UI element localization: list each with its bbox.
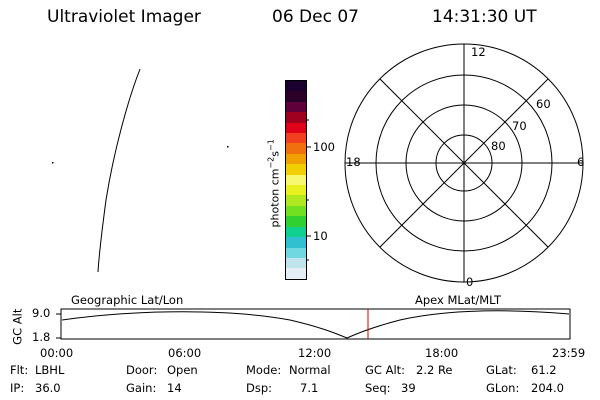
- mode-value: Normal: [289, 363, 331, 377]
- gc-alt-label: GC Alt:: [365, 363, 406, 377]
- time-tick-1200: 12:00: [298, 346, 332, 360]
- seq-label: Seq:: [365, 381, 391, 395]
- star-dot: [227, 146, 229, 148]
- star-dot: [52, 162, 54, 164]
- filter-label: Flt:: [10, 363, 29, 377]
- time-tick-0600: 06:00: [168, 346, 202, 360]
- mlt-label-12: 12: [471, 45, 486, 59]
- colorbar-band: [286, 257, 306, 269]
- colorbar-band: [286, 164, 306, 175]
- dsp-value: 7.1: [300, 381, 319, 395]
- mlt-label-0: 0: [466, 275, 474, 289]
- colorbar-band: [286, 226, 306, 238]
- gain-label: Gain:: [126, 381, 157, 395]
- colorbar-tick-10: 10: [313, 229, 328, 243]
- mlt-label-6: 6: [577, 155, 585, 169]
- filter-value: LBHL: [35, 363, 65, 377]
- observation-date: 06 Dec 07: [272, 7, 359, 27]
- lat-label-60: 60: [536, 97, 551, 111]
- mode-label: Mode:: [246, 363, 282, 377]
- door-label: Door:: [126, 363, 158, 377]
- colorbar-band: [286, 133, 306, 144]
- colorbar-tick-100: 100: [313, 140, 335, 154]
- limb-trace-line: [97, 68, 141, 273]
- observation-time: 14:31:30 UT: [432, 7, 537, 27]
- lat-label-80: 80: [491, 139, 506, 153]
- time-tick-1800: 18:00: [425, 346, 459, 360]
- colorbar-band: [286, 112, 306, 123]
- orbit-altitude-curve: [61, 310, 570, 339]
- gc-alt-value: 2.2 Re: [416, 363, 453, 377]
- colorbar-band: [286, 205, 306, 217]
- mlt-label-18: 18: [346, 155, 361, 169]
- lat-label-70: 70: [512, 119, 527, 133]
- time-tick-0000: 00:00: [40, 346, 74, 360]
- colorbar-band: [286, 174, 306, 186]
- door-value: Open: [167, 363, 198, 377]
- glat-value: 61.2: [531, 363, 557, 377]
- dsp-label: Dsp:: [246, 381, 273, 395]
- colorbar-band: [286, 122, 306, 134]
- gain-value: 14: [167, 381, 182, 395]
- colorbar-band: [286, 153, 306, 165]
- glat-label: GLat:: [486, 363, 517, 377]
- diagonal-axis-2: [379, 78, 549, 248]
- colorbar-band: [286, 91, 306, 102]
- colorbar-band: [286, 237, 306, 248]
- timeline-left-label: Geographic Lat/Lon: [71, 293, 184, 307]
- colorbar-band: [286, 216, 306, 227]
- colorbar-band: [286, 247, 306, 258]
- timeline-y-top: 9.0: [32, 306, 51, 320]
- intensity-colorbar: [285, 80, 307, 280]
- time-tick-2359: 23:59: [552, 346, 586, 360]
- colorbar-band: [286, 185, 306, 196]
- seq-value: 39: [401, 381, 416, 395]
- colorbar-band: [286, 268, 306, 279]
- instrument-title: Ultraviolet Imager: [47, 7, 201, 27]
- glon-value: 204.0: [531, 381, 564, 395]
- colorbar-band: [286, 195, 306, 206]
- timeline-right-label: Apex MLat/MLT: [415, 293, 502, 307]
- ip-label: IP:: [10, 381, 25, 395]
- timeline-frame: [60, 308, 571, 340]
- colorbar-band: [286, 143, 306, 154]
- ip-value: 36.0: [35, 381, 61, 395]
- timeline-y-bottom: 1.8: [32, 330, 51, 344]
- colorbar-band: [286, 101, 306, 113]
- glon-label: GLon:: [486, 381, 520, 395]
- colorbar-band: [286, 81, 306, 92]
